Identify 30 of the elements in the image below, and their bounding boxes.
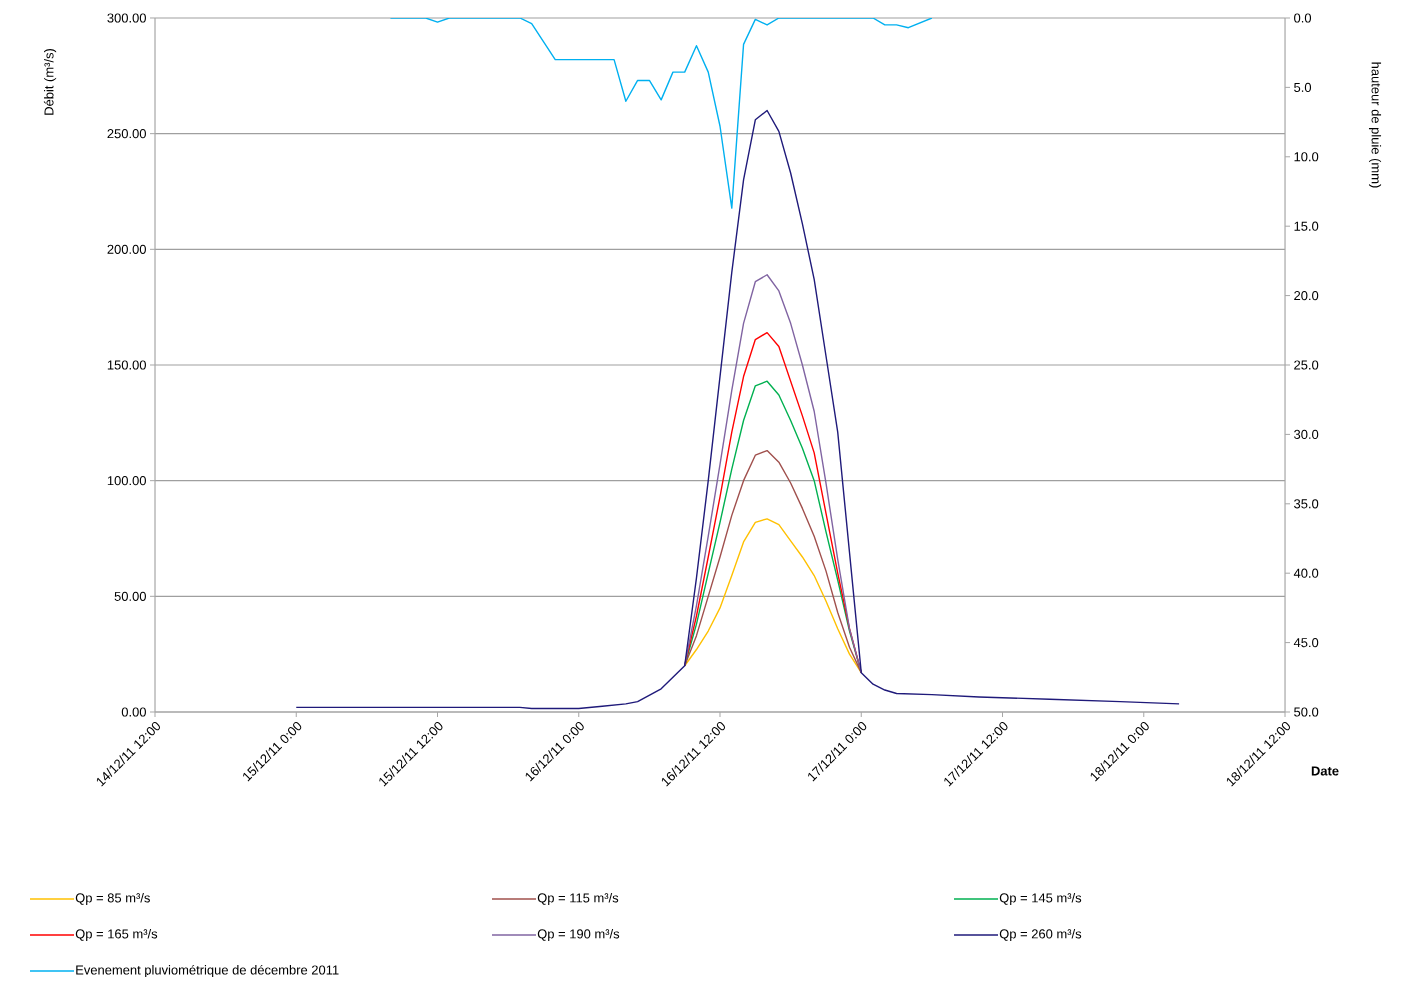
y-tick-label: 100.00: [107, 476, 146, 486]
y-tick-label: 150.00: [107, 360, 146, 370]
y2-axis-title: hauteur de pluie (mm): [1368, 62, 1382, 188]
y2-tick-label: 45.0: [1293, 638, 1319, 648]
y-tick-label: 200.00: [107, 244, 146, 254]
line-series: [684, 449, 862, 674]
y2-tick-label: 50.0: [1294, 707, 1319, 717]
y2-tick-label: 10.0: [1294, 152, 1319, 162]
legend-label: Evenement pluviométrique de décembre 2011: [76, 964, 339, 978]
y2-tick-label: 40.0: [1293, 568, 1319, 578]
y2-tick-label: 30.0: [1294, 429, 1319, 439]
legend-label: Qp = 115 m³/s: [537, 892, 619, 906]
legend-label: Qp = 145 m³/s: [999, 892, 1082, 906]
line-series: [389, 17, 933, 209]
legend-label: Qp = 85 m³/s: [75, 892, 150, 906]
y2-tick-label: 0.0: [1294, 13, 1312, 23]
y2-tick-label: 5.0: [1294, 82, 1312, 92]
legend-label: Qp = 260 m³/s: [999, 928, 1082, 942]
legend-label: Qp = 165 m³/s: [75, 928, 158, 942]
x-axis-title: Date: [1311, 766, 1339, 776]
y-tick-label: 50.00: [114, 591, 146, 601]
y-tick-label: 250.00: [107, 129, 146, 139]
y-axis-title: Débit (m³/s): [43, 48, 57, 115]
y2-tick-label: 20.0: [1294, 291, 1319, 301]
legend-label: Qp = 190 m³/s: [537, 928, 620, 942]
y-tick-label: 0.00: [121, 707, 146, 717]
y-tick-label: 300.00: [107, 13, 146, 23]
y2-tick-label: 25.0: [1294, 360, 1319, 370]
y2-tick-label: 35.0: [1294, 499, 1319, 509]
y2-tick-label: 15.0: [1294, 221, 1319, 231]
